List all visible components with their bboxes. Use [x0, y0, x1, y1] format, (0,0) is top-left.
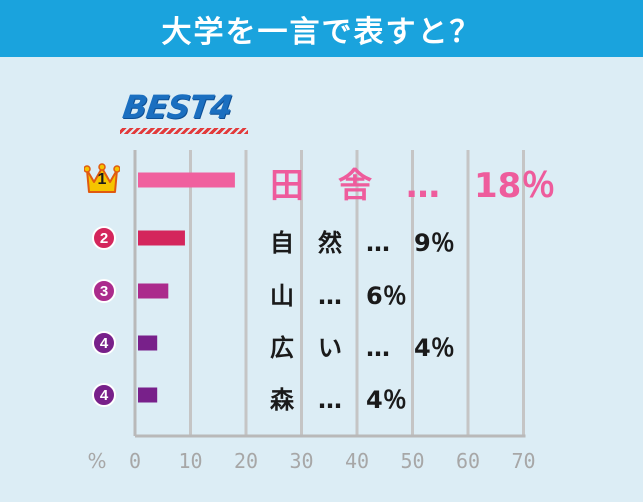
bar-label: 田 舎 … 18％ — [270, 166, 556, 206]
bar-1 — [138, 172, 235, 188]
x-tick-label: 50 — [400, 449, 424, 473]
rank-badge: 4 — [92, 383, 116, 407]
bar-label: 広 い … 4％ — [270, 334, 455, 362]
bar-3 — [138, 283, 169, 299]
bar-label: 自 然 … 9％ — [270, 229, 455, 257]
bar-label: 森 … 4％ — [270, 386, 407, 414]
bar-label: 山 … 6％ — [270, 282, 407, 310]
x-tick-label: 40 — [345, 449, 369, 473]
x-tick-label: 60 — [456, 449, 480, 473]
rank-badge: 2 — [92, 226, 116, 250]
x-tick-label: 70 — [511, 449, 535, 473]
bar-5 — [138, 387, 158, 403]
x-tick-label: 0 — [129, 449, 141, 473]
page-title: 大学を一言で表すと？ — [161, 14, 482, 50]
rank-number: 1 — [97, 171, 107, 188]
header-bar: 大学を一言で表すと？ — [0, 0, 643, 57]
x-axis-unit: % — [87, 449, 106, 473]
bar-4 — [138, 335, 158, 351]
rank-badge: 3 — [92, 279, 116, 303]
x-tick-label: 20 — [234, 449, 258, 473]
crown-icon — [83, 162, 121, 196]
x-tick-label: 30 — [289, 449, 313, 473]
best-badge-underline — [120, 128, 248, 134]
x-tick-label: 10 — [178, 449, 202, 473]
bar-2 — [138, 230, 185, 246]
rank-badge: 4 — [92, 331, 116, 355]
